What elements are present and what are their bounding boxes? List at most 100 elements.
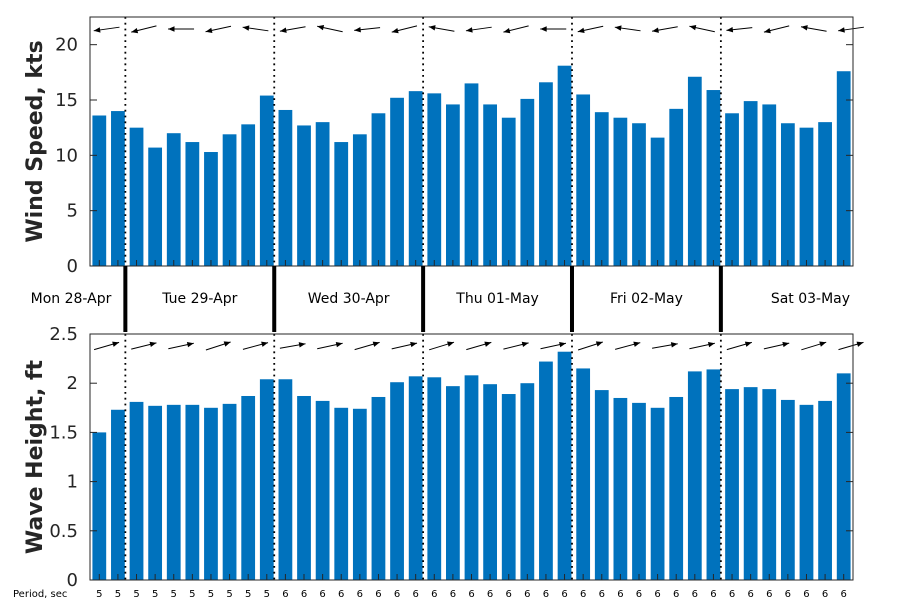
arrowhead — [112, 341, 120, 347]
arrowhead — [335, 341, 343, 348]
wind-speed-bar — [334, 142, 349, 266]
arrowhead — [186, 341, 194, 348]
arrowhead — [744, 341, 752, 347]
wind-speed-y-axis-label: Wind Speed, kts — [23, 40, 48, 242]
period-value: 5 — [133, 589, 139, 600]
arrowhead — [782, 341, 790, 348]
period-value: 6 — [692, 589, 698, 600]
wave-height-bar — [315, 400, 330, 580]
arrowhead — [689, 24, 697, 31]
wind-speed-bar — [594, 112, 609, 266]
arrowhead — [484, 341, 492, 347]
wind-speed-bar — [780, 123, 795, 267]
wind-speed-bar — [148, 147, 163, 266]
period-value: 6 — [301, 589, 307, 600]
wave-height-direction-arrow — [801, 341, 827, 351]
period-value: 6 — [282, 589, 288, 600]
wave-height-bar — [464, 375, 479, 580]
wave-height-bar — [613, 397, 628, 580]
wind-speed-bar — [111, 111, 125, 266]
wind-speed-direction-arrow — [838, 26, 864, 33]
wind-speed-bar — [371, 113, 386, 266]
wind-speed-y-tick-label: 10 — [55, 145, 78, 166]
wave-height-bar — [241, 395, 256, 580]
wind-speed-direction-arrow — [614, 25, 641, 32]
arrowhead — [372, 341, 380, 347]
wind-speed-bar — [278, 109, 293, 267]
wave-height-bar — [297, 395, 311, 580]
arrowhead — [279, 27, 287, 33]
wave-height-direction-arrow — [614, 341, 641, 350]
wind-speed-bar — [483, 104, 497, 266]
wind-speed-bar — [743, 101, 758, 267]
wind-speed-y-tick-label: 15 — [55, 90, 78, 111]
wave-height-bar — [111, 409, 125, 580]
wind-speed-bar — [669, 108, 684, 266]
period-value: 6 — [636, 589, 642, 600]
period-row: Period, sec 5 5 5 5 5 5 5 5 5 5 6 6 6 6 6 6 6 6 6 6 6 6 6 6 6 6 6 6 6… — [13, 589, 847, 600]
period-value: 6 — [450, 589, 456, 600]
wind-speed-bar — [315, 122, 330, 266]
period-value: 6 — [487, 589, 493, 600]
wind-speed-bar — [129, 127, 144, 267]
period-value: 6 — [338, 589, 344, 600]
wave-height-bar — [706, 369, 721, 580]
wave-height-direction-arrow — [279, 342, 306, 349]
wind-speed-direction-arrow — [317, 24, 343, 33]
period-value: 6 — [319, 589, 325, 600]
period-value: 6 — [654, 589, 660, 600]
wind-speed-bar — [539, 82, 553, 266]
period-value: 6 — [599, 589, 605, 600]
arrowhead — [521, 341, 529, 348]
wave-height-bar — [92, 432, 107, 580]
period-value: 6 — [375, 589, 381, 600]
wave-height-bar — [352, 408, 367, 580]
wave-height-bar — [743, 387, 758, 580]
wave-height-bar — [371, 396, 386, 580]
period-value: 5 — [264, 589, 270, 600]
wind-speed-bar — [408, 91, 423, 266]
wind-speed-bar — [204, 152, 218, 266]
arrowhead — [559, 341, 566, 348]
wave-height-bar — [632, 402, 646, 580]
arrowhead — [261, 341, 269, 347]
period-value: 5 — [152, 589, 158, 600]
day-label: Mon 28-Apr — [31, 291, 112, 307]
period-value: 6 — [543, 589, 549, 600]
arrowhead — [838, 27, 845, 33]
period-value: 5 — [226, 589, 232, 600]
wind-speed-bar — [352, 134, 367, 266]
arrowhead — [540, 26, 547, 32]
wave-height-bar — [780, 399, 795, 580]
wave-height-bar — [259, 379, 274, 580]
wind-speed-bar — [818, 122, 832, 266]
wave-height-direction-arrow — [205, 341, 231, 351]
wave-height-bar — [520, 383, 535, 580]
wave-height-direction-arrow — [93, 341, 120, 351]
period-value: 6 — [747, 589, 753, 600]
arrowhead — [726, 26, 734, 33]
wave-height-direction-arrow — [242, 341, 269, 350]
day-label: Thu 01-May — [455, 291, 539, 307]
arrowhead — [410, 341, 418, 348]
wind-speed-direction-arrow — [205, 25, 232, 34]
wind-speed-bar — [836, 71, 851, 266]
wave-height-y-axis-label: Wave Height, ft — [23, 359, 48, 554]
wind-speed-bar — [762, 104, 777, 266]
wind-speed-bar — [427, 93, 442, 266]
period-value: 6 — [673, 589, 679, 600]
wind-speed-direction-arrow — [652, 26, 678, 33]
wind-speed-direction-arrow — [428, 25, 455, 32]
wind-speed-bar — [185, 142, 200, 266]
wave-height-bar — [836, 373, 851, 580]
arrowhead — [670, 342, 678, 348]
arrowhead — [856, 341, 864, 347]
wave-height-bar — [818, 400, 832, 580]
wave-height-direction-arrow — [838, 341, 864, 351]
wave-height-bar — [427, 377, 442, 580]
wave-height-direction-arrow — [317, 341, 343, 350]
arrowhead — [354, 26, 361, 33]
period-value: 6 — [710, 589, 716, 600]
wind-speed-direction-arrow — [726, 26, 753, 33]
period-value: 6 — [580, 589, 586, 600]
